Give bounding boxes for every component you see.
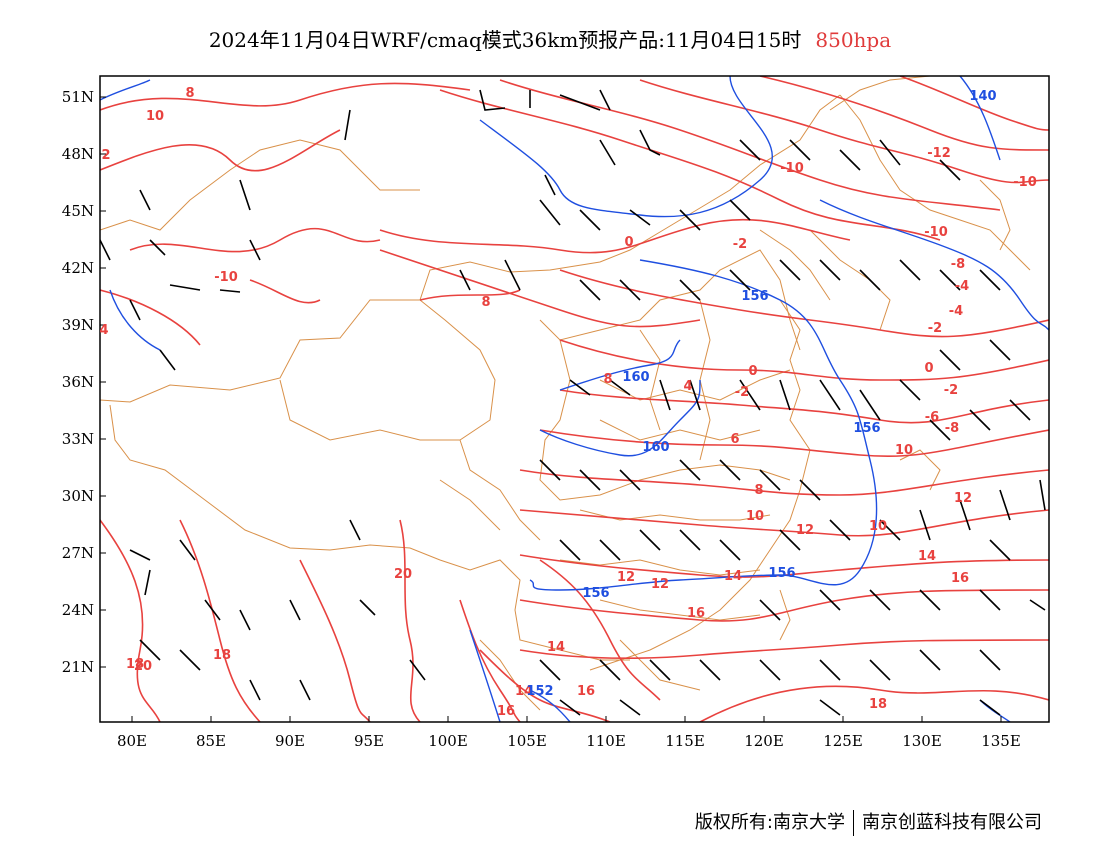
copyright-owner: 版权所有:南京大学 xyxy=(694,812,845,833)
temp-label: -10 xyxy=(924,225,948,240)
temp-label: 12 xyxy=(651,577,669,592)
temp-label: 8 xyxy=(481,295,490,310)
temp-label: 6 xyxy=(730,432,739,447)
temp-label: 12 xyxy=(796,523,814,538)
y-tick-label: 42N xyxy=(62,259,94,277)
wind-barb-icon xyxy=(100,89,1046,716)
temp-label: -8 xyxy=(951,257,965,272)
y-tick-label: 51N xyxy=(62,88,94,106)
y-tick-label: 45N xyxy=(62,202,94,220)
temp-label: -10 xyxy=(1013,175,1037,190)
temp-label: 0 xyxy=(748,364,757,379)
geo-label: 156 xyxy=(582,586,609,601)
copyright-notice: 版权所有:南京大学 南京创蓝科技有限公司 xyxy=(695,808,1042,836)
temp-label: 12 xyxy=(617,570,635,585)
temp-label: 14 xyxy=(515,684,533,699)
geo-label: 156 xyxy=(768,566,795,581)
temperature-labels: 8 10 2 -10 4 8 20 18 20 8 0 -2 4 -2 6 8 … xyxy=(99,86,1036,719)
map-title: 2024年11月04日WRF/cmaq模式36km预报产品:11月04日15时 8… xyxy=(0,24,1100,53)
y-tick-label: 48N xyxy=(62,145,94,163)
temp-label: 0 xyxy=(624,235,633,250)
temp-label: 18 xyxy=(213,648,231,663)
country-borders xyxy=(100,76,1031,711)
x-tick-label: 100E xyxy=(428,732,468,750)
temp-label: -2 xyxy=(735,385,749,400)
temp-label: -2 xyxy=(733,237,747,252)
temp-label: 2 xyxy=(101,148,110,163)
temp-label: 0 xyxy=(924,361,933,376)
y-tick-label: 39N xyxy=(62,316,94,334)
temp-label: -12 xyxy=(927,146,951,161)
title-text: 2024年11月04日WRF/cmaq模式36km预报产品:11月04日15时 xyxy=(208,28,802,52)
geopotential-labels: 140 156 160 160 156 156 152 156 xyxy=(526,89,996,699)
temp-label: 14 xyxy=(547,640,565,655)
y-tick-label: 27N xyxy=(62,544,94,562)
temp-label: 18 xyxy=(126,657,144,672)
temp-label: 20 xyxy=(134,659,152,674)
y-tick-label: 24N xyxy=(62,601,94,619)
x-tick-label: 80E xyxy=(117,732,147,750)
y-tick-label: 36N xyxy=(62,373,94,391)
temp-label: 8 xyxy=(754,483,763,498)
pressure-level: 850hpa xyxy=(815,28,892,52)
temp-label: 8 xyxy=(185,86,194,101)
geo-label: 156 xyxy=(853,421,880,436)
temp-label: 8 xyxy=(603,372,612,387)
map-frame xyxy=(99,75,1050,723)
temp-label: 16 xyxy=(687,606,705,621)
temp-label: -10 xyxy=(780,161,804,176)
temp-label: 16 xyxy=(951,571,969,586)
temp-label: 20 xyxy=(394,567,412,582)
temp-label: -8 xyxy=(945,421,959,436)
temp-label: 14 xyxy=(724,569,742,584)
temperature-contours xyxy=(100,76,1049,722)
geo-label: 156 xyxy=(741,289,768,304)
x-tick-label: 125E xyxy=(823,732,863,750)
y-tick-label: 33N xyxy=(62,430,94,448)
temp-label: 10 xyxy=(146,109,164,124)
temp-label: 18 xyxy=(869,697,887,712)
credit-divider xyxy=(853,810,854,836)
temp-label: -4 xyxy=(955,279,969,294)
x-tick-label: 85E xyxy=(196,732,226,750)
temp-label: 10 xyxy=(746,509,764,524)
temp-label: -2 xyxy=(944,383,958,398)
geopotential-contours xyxy=(100,76,1049,722)
y-tick-label: 30N xyxy=(62,487,94,505)
temp-label: 10 xyxy=(869,519,887,534)
temp-label: 14 xyxy=(918,549,936,564)
x-axis-labels: 80E 85E 90E 95E 100E 105E 110E 115E 120E… xyxy=(117,732,1021,750)
temp-label: -4 xyxy=(949,304,963,319)
x-tick-label: 130E xyxy=(902,732,942,750)
x-tick-label: 110E xyxy=(586,732,626,750)
x-tick-label: 90E xyxy=(275,732,305,750)
temp-label: -2 xyxy=(928,321,942,336)
temp-label: 12 xyxy=(954,491,972,506)
geo-label: 140 xyxy=(969,89,996,104)
geo-label: 160 xyxy=(622,370,649,385)
geo-label: 152 xyxy=(526,684,553,699)
geo-label: 160 xyxy=(642,440,669,455)
axis-ticks xyxy=(100,96,1002,722)
temp-label: 16 xyxy=(497,704,515,719)
x-tick-label: 105E xyxy=(507,732,547,750)
temp-label: 10 xyxy=(895,443,913,458)
copyright-company: 南京创蓝科技有限公司 xyxy=(862,812,1042,833)
y-tick-label: 21N xyxy=(62,658,94,676)
x-tick-label: 95E xyxy=(354,732,384,750)
x-tick-label: 135E xyxy=(981,732,1021,750)
temp-label: -6 xyxy=(925,410,939,425)
temp-label: 4 xyxy=(99,323,108,338)
temp-label: 16 xyxy=(577,684,595,699)
temp-label: 4 xyxy=(683,379,692,394)
y-axis-labels: 51N 48N 45N 42N 39N 36N 33N 30N 27N 24N … xyxy=(62,88,94,676)
x-tick-label: 120E xyxy=(744,732,784,750)
x-tick-label: 115E xyxy=(665,732,705,750)
temp-label: -10 xyxy=(214,270,238,285)
